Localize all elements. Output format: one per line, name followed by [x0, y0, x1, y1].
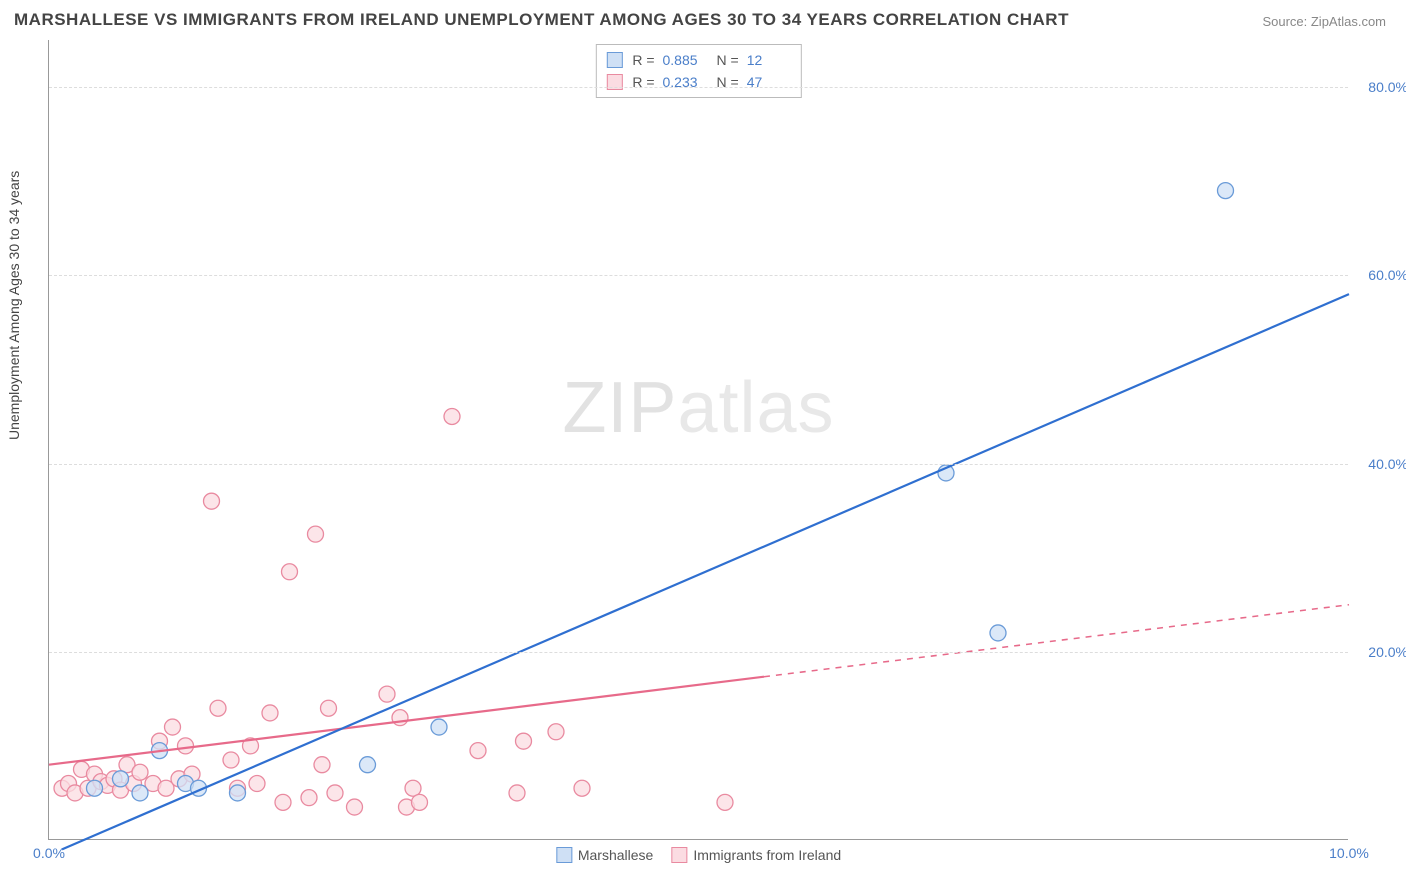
y-axis-label: Unemployment Among Ages 30 to 34 years [6, 171, 22, 440]
legend-label-2: Immigrants from Ireland [693, 847, 841, 863]
data-point [717, 794, 733, 810]
data-point [470, 743, 486, 759]
data-point [210, 700, 226, 716]
data-point [990, 625, 1006, 641]
data-point [230, 785, 246, 801]
grid-line [49, 275, 1348, 276]
data-point [132, 764, 148, 780]
data-point [574, 780, 590, 796]
y-tick-label: 40.0% [1368, 456, 1406, 472]
data-point [1218, 183, 1234, 199]
data-point [113, 771, 129, 787]
data-point [301, 790, 317, 806]
data-point [223, 752, 239, 768]
plot-area: ZIPatlas R = 0.885 N = 12 R = 0.233 N = … [48, 40, 1348, 840]
grid-line [49, 464, 1348, 465]
data-point [262, 705, 278, 721]
y-tick-label: 80.0% [1368, 79, 1406, 95]
y-tick-label: 20.0% [1368, 644, 1406, 660]
legend-swatch-1 [556, 847, 572, 863]
source-label: Source: ZipAtlas.com [1262, 14, 1386, 29]
data-point [165, 719, 181, 735]
legend-item-1: Marshallese [556, 847, 653, 863]
data-point [516, 733, 532, 749]
data-point [87, 780, 103, 796]
data-point [314, 757, 330, 773]
data-point [204, 493, 220, 509]
data-point [249, 776, 265, 792]
data-point [379, 686, 395, 702]
grid-line [49, 87, 1348, 88]
x-tick-label: 0.0% [33, 845, 65, 861]
data-point [321, 700, 337, 716]
y-tick-label: 60.0% [1368, 267, 1406, 283]
x-tick-label: 10.0% [1329, 845, 1369, 861]
data-point [444, 408, 460, 424]
data-point [275, 794, 291, 810]
data-point [327, 785, 343, 801]
data-point [412, 794, 428, 810]
trend-line [62, 294, 1349, 849]
chart-svg [49, 40, 1348, 839]
bottom-legend: Marshallese Immigrants from Ireland [556, 847, 841, 863]
data-point [282, 564, 298, 580]
legend-item-2: Immigrants from Ireland [671, 847, 841, 863]
data-point [178, 738, 194, 754]
trend-line-dashed [764, 605, 1349, 677]
data-point [347, 799, 363, 815]
trend-line [49, 677, 764, 765]
legend-label-1: Marshallese [578, 847, 653, 863]
data-point [548, 724, 564, 740]
data-point [360, 757, 376, 773]
chart-title: MARSHALLESE VS IMMIGRANTS FROM IRELAND U… [14, 10, 1069, 30]
data-point [308, 526, 324, 542]
data-point [132, 785, 148, 801]
data-point [509, 785, 525, 801]
legend-swatch-2 [671, 847, 687, 863]
grid-line [49, 652, 1348, 653]
data-point [431, 719, 447, 735]
